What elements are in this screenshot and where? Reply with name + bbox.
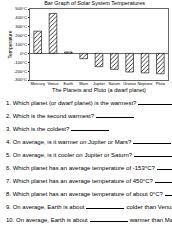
svg-text:400°C: 400°C [15,15,27,20]
svg-text:500°C: 500°C [15,6,27,11]
html-text:5. On average, is it cooler on: 5. On average, is it cooler on Jupiter o… [6,152,133,158]
svg-text:300°C: 300°C [15,24,27,29]
html-text:2. Which is the second warmest: 2. Which is the second warmest? [6,113,94,119]
svg-text:-200°C: -200°C [14,69,27,74]
svg-text:Mercury: Mercury [30,81,44,86]
html-text:9. On average, Earth is about: 9. On average, Earth is about [6,204,85,210]
svg-text:Bar Graph of Solar System Temp: Bar Graph of Solar System Temperatures [44,0,145,6]
html-text:6. Which planet has an average: 6. Which planet has an average temperatu… [6,165,155,171]
svg-text:200°C: 200°C [15,33,27,38]
svg-text:Uranus: Uranus [123,81,136,86]
svg-text:Saturn: Saturn [108,81,120,86]
svg-text:100°C: 100°C [15,42,27,47]
svg-text:Earth: Earth [64,81,74,86]
html-text:7. Which planet has an average: 7. Which planet has an average temperatu… [6,178,153,184]
svg-text:Venus: Venus [47,81,58,86]
svg-text:Pluto: Pluto [156,81,166,86]
html-text:3. Which is the coldest?: 3. Which is the coldest? [6,126,70,132]
svg-text:Jupiter: Jupiter [93,81,106,86]
html-text:10. On average, Earth is about: 10. On average, Earth is about [6,217,88,223]
html-text:8. Which planet has an average: 8. Which planet has an average temperatu… [6,191,163,197]
svg-text:Temperature: Temperature [7,30,13,58]
svg-text:Neptune: Neptune [137,81,153,86]
svg-text:-100°C: -100°C [14,60,27,65]
html-text:1. Which planet (or dwarf plan: 1. Which planet (or dwarf planet) is the… [6,100,137,106]
html-text:4. On average, is it warmer on: 4. On average, is it warmer on Jupiter o… [6,139,132,145]
svg-text:Mars: Mars [79,81,88,86]
svg-text:0°C: 0°C [20,51,27,56]
svg-text:-300°C: -300°C [14,77,27,82]
svg-text:The Planets and Pluto (a dwarf: The Planets and Pluto (a dwarf planet) [52,87,146,93]
